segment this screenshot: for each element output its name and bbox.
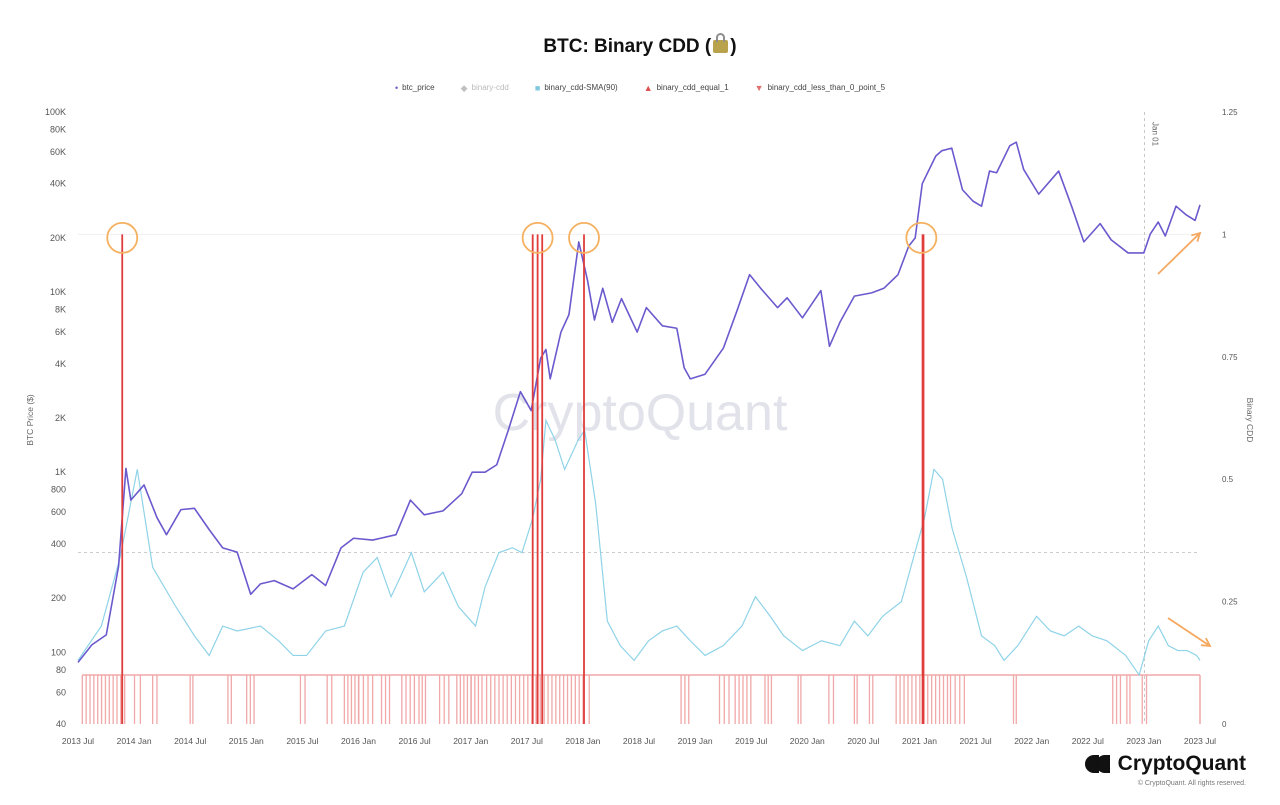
- highlight-circle: [521, 221, 554, 254]
- y-right-tick-label: 0: [1222, 720, 1227, 729]
- legend-item-binary-cdd[interactable]: ◆ binary-cdd: [461, 83, 509, 92]
- brand-name: CryptoQuant: [1117, 752, 1246, 775]
- y-right-axis-label: Binary CDD: [1245, 398, 1255, 443]
- y-left-tick-label: 100: [51, 647, 66, 657]
- highlight-circle: [568, 221, 600, 254]
- legend-symbol-btc-price: •: [394, 82, 399, 93]
- x-tick-label: 2013 Jul: [62, 736, 94, 746]
- y-right-tick-label: 1.25: [1222, 108, 1238, 117]
- y-right-tick-label: 0.25: [1222, 598, 1238, 607]
- y-left-tick-label: 100K: [45, 107, 66, 117]
- btc-price-line: [77, 141, 1201, 663]
- title-paren-open: (: [704, 36, 712, 57]
- x-tick-label: 2020 Jan: [790, 736, 825, 746]
- x-tick-label: 2023 Jul: [1184, 736, 1216, 746]
- y-left-tick-label: 800: [51, 485, 66, 495]
- y-left-tick-label: 10K: [50, 287, 66, 297]
- legend-label-sma: binary_cdd-SMA(90): [544, 83, 618, 92]
- x-tick-label: 2021 Jul: [960, 736, 992, 746]
- y-left-tick-label: 80K: [50, 124, 66, 134]
- x-tick-label: 2018 Jan: [565, 736, 600, 746]
- highlight-circle: [106, 221, 139, 254]
- legend-item-less-than-0-5[interactable]: ▼ binary_cdd_less_than_0_point_5: [755, 83, 885, 92]
- x-tick-label: 2014 Jul: [174, 736, 206, 746]
- y-left-tick-label: 80: [56, 665, 66, 675]
- legend-label-btc-price: btc_price: [402, 83, 435, 92]
- sma-90-line: [77, 418, 1201, 677]
- chart-title: BTC: Binary CDD (): [0, 33, 1280, 58]
- y-left-tick-label: 60K: [50, 147, 66, 157]
- x-tick-label: 2018 Jul: [623, 736, 655, 746]
- legend-label-equal-1: binary_cdd_equal_1: [656, 83, 729, 92]
- y-left-tick-label: 1K: [55, 467, 66, 477]
- chart-legend: • btc_price ◆ binary-cdd ■ binary_cdd-SM…: [0, 83, 1280, 92]
- brand-logo: CryptoQuant: [1084, 752, 1246, 776]
- legend-symbol-sma: ■: [534, 82, 541, 93]
- x-tick-label: 2017 Jan: [453, 736, 488, 746]
- y-right-tick-label: 0.75: [1222, 353, 1238, 362]
- vertical-marker-label: Jan 01: [1150, 122, 1159, 147]
- y-left-tick-label: 2K: [55, 413, 66, 423]
- trend-arrow-up: [1157, 231, 1202, 275]
- x-tick-label: 2022 Jan: [1014, 736, 1049, 746]
- x-tick-label: 2014 Jan: [117, 736, 152, 746]
- legend-item-equal-1[interactable]: ▲ binary_cdd_equal_1: [644, 83, 729, 92]
- y-left-tick-label: 400: [51, 539, 66, 549]
- y-left-tick-label: 20K: [50, 233, 66, 243]
- legend-symbol-binary-cdd: ◆: [460, 82, 468, 93]
- y-left-tick-label: 40K: [50, 179, 66, 189]
- lock-icon: [713, 33, 729, 53]
- x-tick-label: 2016 Jul: [399, 736, 431, 746]
- y-left-tick-label: 8K: [55, 305, 66, 315]
- x-tick-label: 2019 Jan: [678, 736, 713, 746]
- legend-symbol-equal-1: ▲: [643, 82, 653, 93]
- x-tick-label: 2015 Jan: [229, 736, 264, 746]
- cryptoquant-logo-icon: [1084, 755, 1111, 773]
- copyright-text: © CryptoQuant. All rights reserved.: [1137, 780, 1246, 787]
- legend-item-btc-price[interactable]: • btc_price: [395, 83, 435, 92]
- y-left-tick-label: 200: [51, 593, 66, 603]
- legend-item-sma[interactable]: ■ binary_cdd-SMA(90): [535, 83, 618, 92]
- x-tick-label: 2019 Jul: [735, 736, 767, 746]
- y-left-tick-label: 600: [51, 507, 66, 517]
- y-left-tick-label: 4K: [55, 359, 66, 369]
- legend-label-less-than-0-5: binary_cdd_less_than_0_point_5: [767, 83, 886, 92]
- x-tick-label: 2020 Jul: [847, 736, 879, 746]
- x-tick-label: 2017 Jul: [511, 736, 543, 746]
- trend-arrow-down: [1167, 617, 1212, 648]
- legend-label-binary-cdd: binary-cdd: [471, 83, 509, 92]
- y-right-tick-label: 0.5: [1222, 475, 1234, 484]
- x-tick-label: 2023 Jan: [1126, 736, 1161, 746]
- x-tick-label: 2015 Jul: [286, 736, 318, 746]
- y-left-axis-label: BTC Price ($): [25, 394, 35, 446]
- title-paren-close: ): [730, 36, 737, 57]
- y-left-tick-label: 6K: [55, 327, 66, 337]
- highlight-circle: [905, 221, 938, 254]
- x-tick-label: 2022 Jul: [1072, 736, 1104, 746]
- x-tick-label: 2021 Jan: [902, 736, 937, 746]
- x-tick-label: 2016 Jan: [341, 736, 376, 746]
- y-left-tick-label: 40: [56, 719, 66, 729]
- y-left-tick-label: 60: [56, 687, 66, 697]
- legend-symbol-less-than-0-5: ▼: [754, 82, 764, 93]
- y-right-tick-label: 1: [1222, 230, 1227, 239]
- chart-title-text: BTC: Binary CDD: [543, 36, 700, 57]
